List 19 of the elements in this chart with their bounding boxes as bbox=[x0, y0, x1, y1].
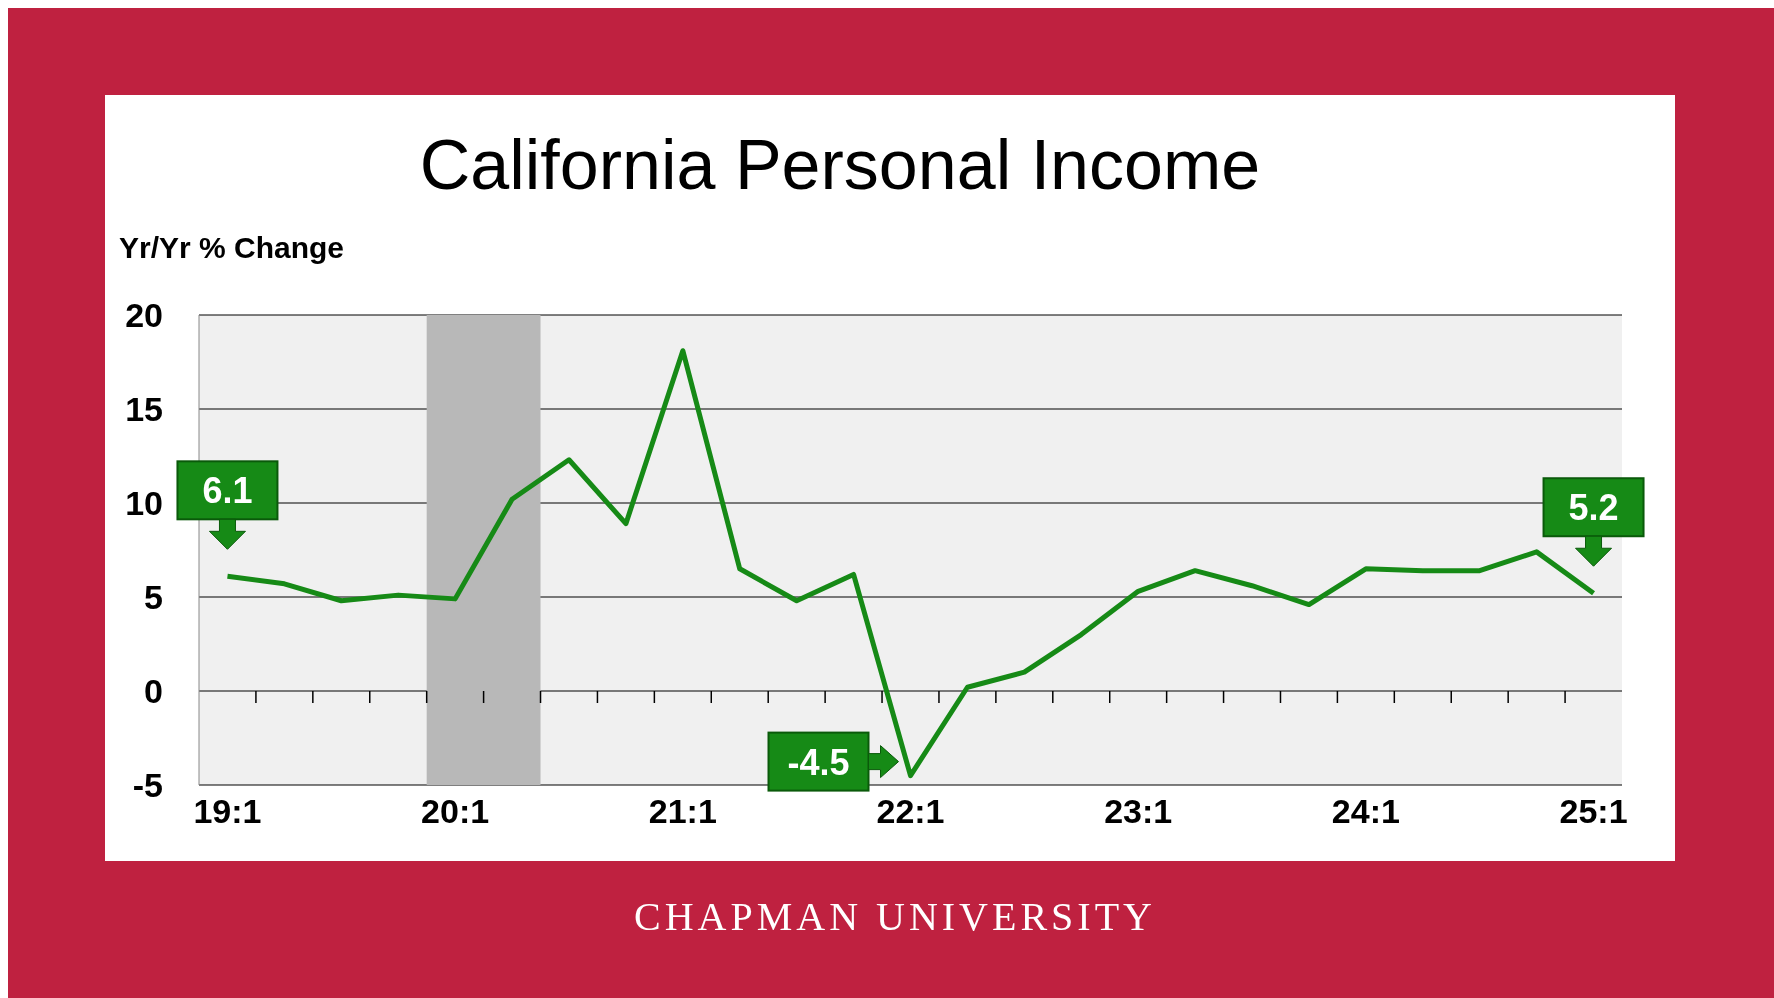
x-tick-label: 24:1 bbox=[1331, 792, 1400, 830]
y-axis-title: Yr/Yr % Change bbox=[119, 231, 345, 265]
x-tick-label: 23:1 bbox=[1104, 792, 1173, 830]
y-tick-label: 10 bbox=[125, 484, 163, 523]
data-label: 5.2 bbox=[1568, 487, 1619, 529]
y-tick-label: 5 bbox=[144, 578, 163, 617]
y-tick-label: -5 bbox=[132, 766, 163, 805]
y-tick-label: 0 bbox=[144, 672, 163, 711]
x-tick-label: 19:1 bbox=[193, 792, 262, 830]
data-label: -4.5 bbox=[787, 741, 850, 783]
text: CHAPMAN UNIVERSITY bbox=[633, 893, 1157, 940]
chart-title: California Personal Income bbox=[418, 125, 1262, 205]
x-tick-label: 20:1 bbox=[421, 792, 490, 830]
x-tick-label: 21:1 bbox=[648, 792, 717, 830]
y-tick-label: 15 bbox=[125, 390, 163, 429]
x-tick-label: 25:1 bbox=[1559, 792, 1628, 830]
x-tick-label: 22:1 bbox=[876, 792, 945, 830]
y-tick-label: 20 bbox=[125, 296, 163, 335]
data-label: 6.1 bbox=[202, 470, 253, 512]
